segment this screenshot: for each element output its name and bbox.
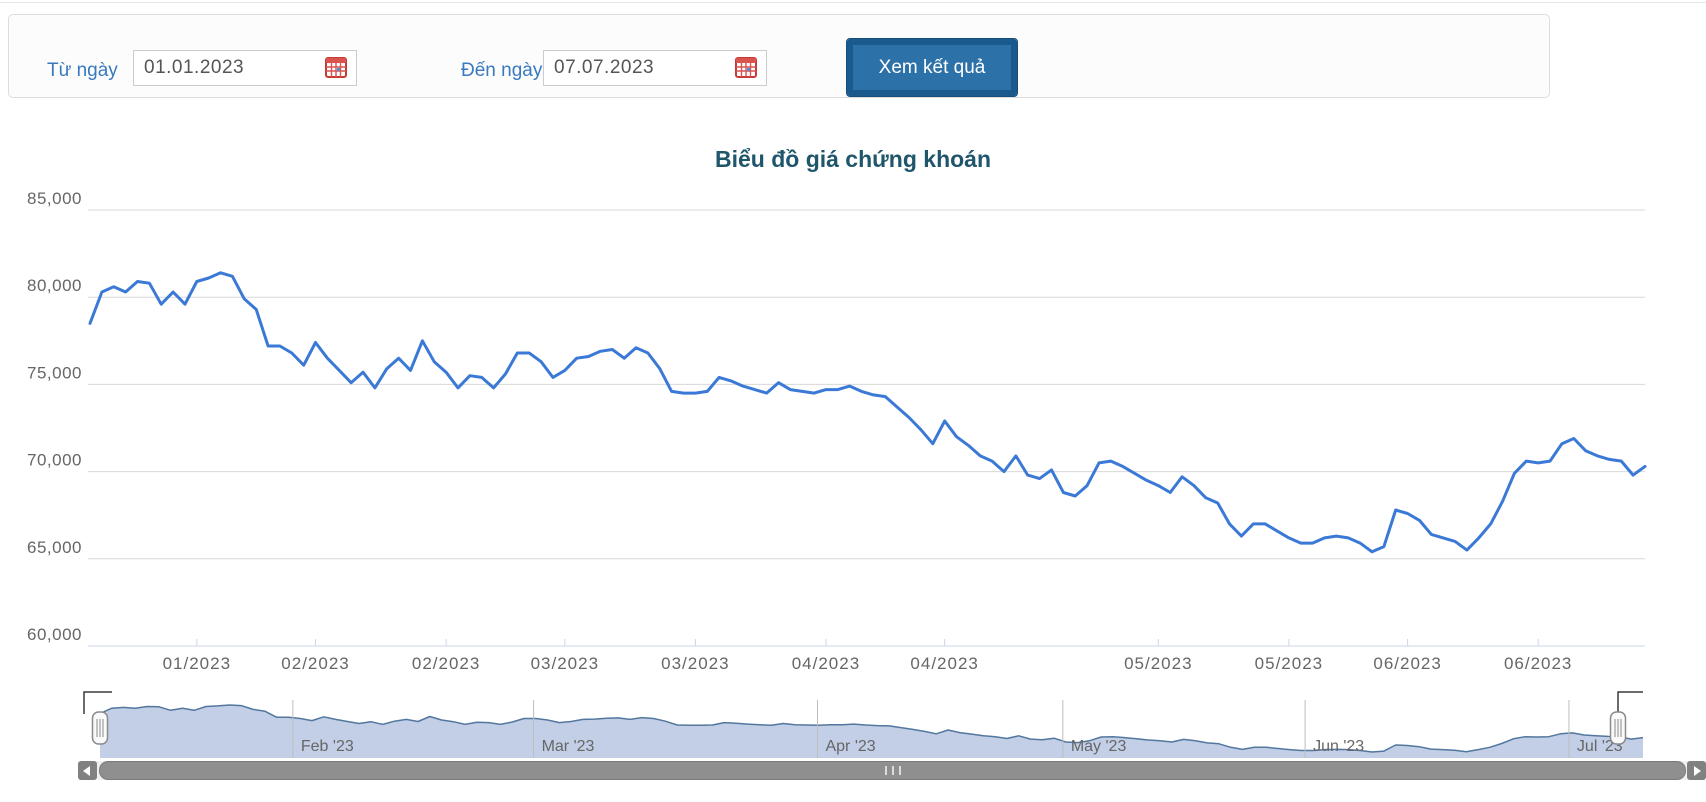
navigator-month-label: Apr '23 <box>825 738 875 755</box>
navigator-outline-left <box>83 691 112 714</box>
x-axis-label: 06/2023 <box>1504 654 1572 673</box>
y-axis-label: 75,000 <box>27 363 82 382</box>
calendar-icon[interactable] <box>325 57 347 78</box>
navigator-month-label: Feb '23 <box>301 738 354 755</box>
price-line-series <box>88 271 1647 554</box>
arrow-left-icon <box>83 765 90 776</box>
x-axis-label: 01/2023 <box>163 654 231 673</box>
arrow-right-icon <box>1694 765 1701 776</box>
navigator-left-handle[interactable] <box>91 711 109 745</box>
x-axis-label: 06/2023 <box>1373 654 1441 673</box>
x-axis-label: 02/2023 <box>412 654 480 673</box>
navigator-line <box>99 704 1644 753</box>
scrollbar-left-arrow[interactable] <box>78 761 97 780</box>
navigator-month-label: Jun '23 <box>1313 738 1364 755</box>
from-date-label: Từ ngày <box>47 60 118 81</box>
navigator-outline-right <box>1617 691 1643 714</box>
x-axis-label: 04/2023 <box>792 654 860 673</box>
x-axis-label: 03/2023 <box>531 654 599 673</box>
navigator-month-label: May '23 <box>1071 738 1127 755</box>
to-date-label: Đến ngày <box>461 60 543 81</box>
chart-title: Biểu đồ giá chứng khoán <box>714 146 992 172</box>
x-axis-label: 05/2023 <box>1255 654 1323 673</box>
x-axis-label: 02/2023 <box>281 654 349 673</box>
navigator-right-handle[interactable] <box>1609 711 1627 745</box>
calendar-icon[interactable] <box>735 57 757 78</box>
navigator-month-label: Mar '23 <box>542 738 595 755</box>
scrollbar-thumb[interactable] <box>99 761 1686 780</box>
x-axis-label: 04/2023 <box>910 654 978 673</box>
y-axis-label: 80,000 <box>27 276 82 295</box>
y-axis-label: 60,000 <box>27 625 82 644</box>
x-axis-label: 05/2023 <box>1124 654 1192 673</box>
scrollbar-grip-icon <box>884 766 887 775</box>
scrollbar-right-arrow[interactable] <box>1687 761 1706 780</box>
to-date-input[interactable] <box>543 50 767 86</box>
top-divider <box>0 2 1706 3</box>
y-axis-label: 65,000 <box>27 538 82 557</box>
scrollbar-grip-icon <box>898 766 901 775</box>
y-axis-label: 85,000 <box>27 189 82 208</box>
navigator-area <box>100 705 1643 758</box>
from-date-input[interactable] <box>133 50 357 86</box>
x-axis-label: 03/2023 <box>661 654 729 673</box>
view-results-button[interactable]: Xem kết quả <box>846 38 1018 97</box>
date-filter-panel: Từ ngày Đến ngày <box>8 14 1550 98</box>
y-axis-label: 70,000 <box>27 451 82 470</box>
scrollbar-grip-icon <box>891 766 894 775</box>
